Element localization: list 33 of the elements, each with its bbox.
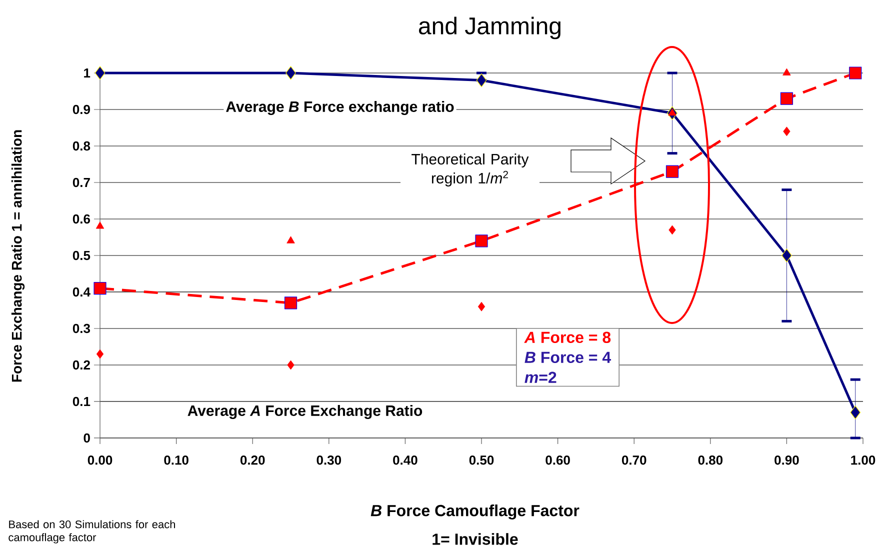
annotation: B Force = 4 (524, 352, 612, 364)
y-tick-label: 0.6 (72, 214, 90, 224)
annotation: Average A Force Exchange Ratio (188, 404, 422, 420)
y-tick-label: 0.8 (72, 141, 90, 151)
y-axis-title: Force Exchange Ratio 1 = annihilation (11, 130, 25, 382)
x-tick-label: 0.60 (546, 456, 570, 465)
annotation: Average B Force exchange ratio (226, 100, 454, 116)
y-tick-label: 0 (84, 433, 90, 443)
y-tick-label: 0.1 (72, 396, 90, 406)
x-tick-label: 0.40 (393, 456, 418, 465)
annotation: m=2 (524, 372, 556, 383)
y-tick-label: 0.2 (72, 360, 90, 370)
y-tick-label: 1 (84, 68, 90, 78)
x-tick-label: 0.50 (469, 456, 494, 465)
y-tick-label: 0.7 (72, 178, 90, 188)
text: Based on 30 Simulations for each camouflage factor (8, 520, 175, 544)
annotation: A Force = 8 (524, 332, 611, 344)
x-axis-title: B Force Camouflage Factor (370, 504, 580, 520)
x-tick-label: 0.20 (240, 456, 265, 465)
x-tick-label: 0.30 (316, 456, 342, 465)
y-tick-label: 0.5 (72, 250, 90, 260)
x-tick-label: 1.00 (851, 456, 876, 465)
x-tick-label: 0.70 (622, 456, 646, 465)
annotation: Theoretical Parity region 1/m$^{2}$ (412, 154, 529, 186)
text: 1= Invisible (432, 533, 518, 545)
y-tick-label: 0.9 (72, 104, 90, 114)
x-tick-label: 0.00 (88, 456, 112, 465)
y-tick-label: 0.3 (72, 324, 90, 334)
x-tick-label: 0.80 (698, 456, 723, 465)
x-tick-label: 0.10 (164, 456, 188, 465)
x-tick-label: 0.90 (774, 456, 799, 465)
chart-title: and Jamming (418, 16, 560, 40)
y-tick-label: 0.4 (72, 287, 90, 297)
